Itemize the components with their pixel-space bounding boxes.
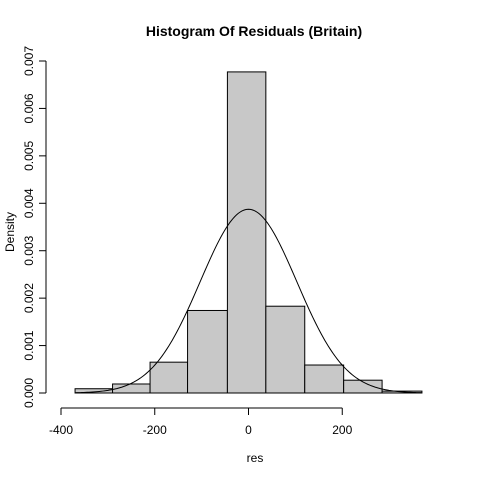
x-axis: -400 -200 0 200 xyxy=(49,408,353,437)
x-tick-label: -400 xyxy=(49,423,73,437)
histogram-bar xyxy=(188,310,228,393)
y-tick-label: 0.001 xyxy=(22,330,36,360)
chart-title: Histogram Of Residuals (Britain) xyxy=(146,23,362,39)
x-tick-label: -200 xyxy=(143,423,167,437)
histogram-bar xyxy=(266,306,305,393)
y-axis-label: Density xyxy=(3,212,17,252)
y-tick-label: 0.004 xyxy=(22,188,36,218)
histogram-bar xyxy=(150,362,188,393)
y-axis: 0.000 0.001 0.002 0.003 0.004 0.005 0.006 0.007 xyxy=(22,46,46,408)
y-tick-label: 0.000 xyxy=(22,378,36,408)
x-axis-label: res xyxy=(247,451,264,465)
y-tick-label: 0.006 xyxy=(22,93,36,123)
y-tick-label: 0.003 xyxy=(22,235,36,265)
histogram-bar xyxy=(227,72,265,393)
bars-group xyxy=(75,72,422,393)
x-tick-label: 200 xyxy=(332,423,352,437)
y-tick-label: 0.005 xyxy=(22,141,36,171)
y-tick-label: 0.002 xyxy=(22,283,36,313)
x-tick-label: 0 xyxy=(245,423,252,437)
histogram-bar xyxy=(305,365,344,393)
y-tick-label: 0.007 xyxy=(22,46,36,76)
